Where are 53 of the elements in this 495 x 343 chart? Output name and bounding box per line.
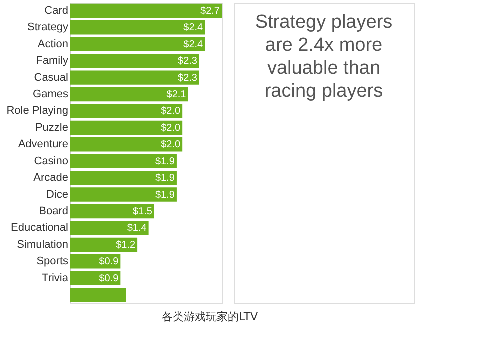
y-tick-label: Casual <box>34 72 68 84</box>
bar <box>70 54 200 68</box>
data-label: $2.3 <box>178 72 198 84</box>
data-label: $2.0 <box>161 140 182 151</box>
data-label: $1.9 <box>155 190 176 201</box>
data-label: $2.0 <box>161 106 182 118</box>
text: Strategy players are 2.4x more valuable than racing players <box>255 12 393 102</box>
bar <box>70 238 138 252</box>
data-label: $2.0 <box>161 122 182 134</box>
y-tick-label: Action <box>38 38 68 50</box>
y-tick-label: Board <box>39 205 68 218</box>
data-label: $2.3 <box>178 56 198 68</box>
data-label: $1.5 <box>132 206 153 218</box>
y-tick-label: Trivia <box>42 272 70 284</box>
y-tick-label: Arcade <box>34 172 68 184</box>
data-label: $1.9 <box>155 156 176 168</box>
bar <box>70 154 177 168</box>
bar <box>70 204 154 219</box>
bar <box>70 271 121 286</box>
data-label: $0.9 <box>99 273 120 284</box>
y-tick-label: Casino <box>34 155 68 168</box>
data-label: $0.9 <box>99 256 120 268</box>
data-label: $2.4 <box>184 22 204 34</box>
bar <box>70 138 183 152</box>
y-tick-label: Sports <box>36 256 69 268</box>
y-tick-label: Simulation <box>17 238 68 251</box>
data-label: $2.4 <box>184 39 204 50</box>
bar <box>70 288 126 302</box>
bar <box>70 104 183 118</box>
text: 各类游戏玩家的LTV <box>162 310 259 324</box>
bar <box>70 120 183 136</box>
bar <box>70 70 200 85</box>
y-tick-label: Family <box>36 55 69 68</box>
y-tick-label: Strategy <box>28 22 69 34</box>
bar <box>70 188 177 202</box>
y-tick-label: Role Playing <box>6 105 68 118</box>
bar <box>70 221 149 236</box>
bar <box>70 20 206 35</box>
data-label: $1.4 <box>127 223 148 234</box>
y-tick-label: Adventure <box>18 138 68 151</box>
bar <box>70 170 177 186</box>
y-tick-label: Games <box>33 88 69 101</box>
data-label: $1.2 <box>116 240 136 251</box>
y-tick-label: Card <box>44 4 68 17</box>
bar <box>70 87 188 102</box>
y-tick-label: Educational <box>11 222 68 234</box>
data-label: $2.1 <box>166 90 187 101</box>
bar <box>70 4 222 18</box>
data-label: $1.9 <box>155 173 176 184</box>
data-label: $2.7 <box>200 6 220 17</box>
bar <box>70 37 206 52</box>
y-tick-label: Puzzle <box>35 122 68 134</box>
y-tick-label: Dice <box>46 188 68 201</box>
